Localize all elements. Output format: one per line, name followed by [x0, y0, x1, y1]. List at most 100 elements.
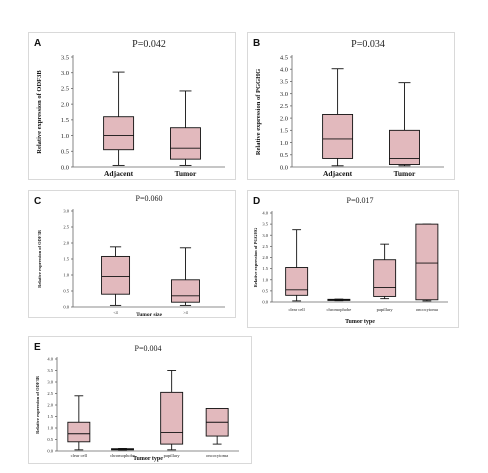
panel-e-box-3 — [160, 370, 184, 451]
chart-a: P=0.042 0.0 0.5 1.0 1.5 2.0 2.5 3.0 3.5 Relative … — [36, 39, 225, 178]
panel-d-box-4 — [415, 223, 439, 302]
panel-e-title: P=0.004 — [135, 344, 162, 353]
panel-c-ytick-label: 2.5 — [63, 225, 69, 230]
panel-d-ytick-label: 2.0 — [262, 255, 268, 260]
panel-d-ytick-label: 2.5 — [262, 244, 268, 249]
panel-c-ytick-label: 1.5 — [63, 257, 69, 262]
panel-b-ytick-label: 4.5 — [280, 54, 288, 61]
panel-d-ytick-label: 0.5 — [262, 288, 268, 293]
panel-e-ylabel: Relative expression of ODF3B — [35, 376, 40, 434]
panel-d-xlabel: Tumor type — [345, 319, 375, 325]
iqr-box — [322, 113, 354, 159]
panel-c-ytick-label: 1.0 — [63, 273, 69, 278]
panel-b-ytick-label: 2.0 — [280, 115, 288, 122]
panel-e-ytick-label: 1.5 — [47, 414, 53, 419]
panel-b-ytick-label: 0.0 — [280, 164, 288, 171]
panel-a: A P=0.042 0.0 0.5 1.0 1.5 2.0 2.5 3.0 3.5 Relativ… — [28, 32, 236, 180]
panel-a-category-label: Tumor — [175, 169, 197, 178]
panel-c-label: C — [34, 196, 42, 207]
panel-b-box-2 — [389, 82, 420, 167]
panel-c-ylabel: Relative expression of ODF3B — [37, 230, 42, 288]
panel-d-ytick-label: 3.5 — [262, 222, 268, 227]
panel-e-ytick-label: 3.0 — [47, 380, 53, 385]
panel-e-box-2 — [111, 448, 134, 451]
panel-a-ytick-label: 2.0 — [61, 101, 69, 108]
panel-d-box-2 — [327, 298, 351, 302]
panel-d-label: D — [253, 196, 261, 207]
panel-a-ylabel: Relative expression of ODF3B — [36, 70, 43, 154]
panel-e-category-label: oncocytoma — [206, 453, 228, 458]
panel-d-ytick-label: 4.0 — [262, 211, 268, 216]
iqr-box — [103, 116, 135, 151]
panel-d-ytick-label: 1.0 — [262, 277, 268, 282]
panel-c-ytick-label: 0.0 — [63, 305, 69, 310]
panel-b-label: B — [253, 38, 261, 49]
iqr-box — [170, 127, 201, 160]
panel-e-label: E — [34, 342, 41, 353]
iqr-box — [285, 267, 309, 296]
panel-a-box-1 — [103, 71, 135, 166]
panel-d-box-1 — [285, 229, 309, 302]
panel-b-box-1 — [322, 68, 354, 167]
panel-c-ytick-label: 2.0 — [63, 241, 69, 246]
panel-b-ytick-label: 3.5 — [280, 79, 288, 86]
iqr-box — [67, 421, 91, 443]
panel-e-category-label: papillary — [164, 453, 181, 458]
panel-a-ytick-label: 0.5 — [61, 149, 69, 156]
panel-b-ytick-label: 3.0 — [280, 91, 288, 98]
iqr-box — [171, 279, 200, 303]
panel-e-ytick-label: 0.5 — [47, 437, 53, 442]
panel-b-category-label: Tumor — [394, 169, 416, 178]
panel-e-box-4 — [205, 407, 229, 445]
panel-d-category-label: papillary — [377, 307, 394, 312]
panel-d: D P=0.017 0.0 0.5 1.0 1.5 2.0 2.5 3.0 3.5 4.0 Rela… — [247, 190, 459, 328]
panel-e-ytick-label: 4.0 — [47, 357, 53, 362]
panel-e-ytick-label: 1.0 — [47, 426, 53, 431]
panel-b-category-label: Adjacent — [323, 169, 353, 178]
panel-b-ytick-label: 0.5 — [280, 152, 288, 159]
chart-b: P=0.034 0.0 0.5 1.0 1.5 2.0 2.5 3.0 3.5 4.0 4.5 Rel… — [255, 39, 444, 178]
iqr-box — [101, 255, 131, 295]
panel-c-xlabel: Tumor size — [136, 312, 162, 318]
panel-d-title: P=0.017 — [347, 196, 374, 205]
iqr-box — [373, 259, 397, 297]
panel-c-ytick-label: 0.5 — [63, 289, 69, 294]
panel-a-ytick-label: 1.0 — [61, 133, 69, 140]
panel-b-ytick-label: 4.0 — [280, 66, 288, 73]
panel-a-ytick-label: 2.5 — [61, 86, 69, 93]
panel-d-ytick-label: 0.0 — [262, 300, 268, 305]
panel-d-category-label: oncocytoma — [416, 307, 438, 312]
iqr-box — [415, 223, 439, 301]
panel-e-ytick-label: 0.0 — [47, 449, 53, 454]
chart-d: P=0.017 0.0 0.5 1.0 1.5 2.0 2.5 3.0 3.5 4.0 Relati… — [253, 196, 448, 325]
panel-a-category-label: Adjacent — [104, 169, 134, 178]
iqr-box — [160, 391, 184, 445]
panel-e: E P=0.004 0.0 0.5 1.0 1.5 2.0 2.5 3.0 3.5 4.0 Rela… — [28, 336, 252, 464]
panel-d-ytick-label: 1.5 — [262, 266, 268, 271]
panel-a-ytick-label: 1.5 — [61, 117, 69, 124]
panel-b-ytick-label: 1.5 — [280, 128, 288, 135]
panel-c-category-label: <4 — [113, 310, 117, 315]
panel-a-title: P=0.042 — [132, 39, 166, 50]
iqr-box — [389, 129, 420, 166]
panel-e-category-label: chromophobe — [110, 453, 135, 458]
panel-e-ytick-label: 2.0 — [47, 403, 53, 408]
panel-a-ytick-label: 3.0 — [61, 70, 69, 77]
chart-e: P=0.004 0.0 0.5 1.0 1.5 2.0 2.5 3.0 3.5 4.0 Relati… — [35, 344, 239, 462]
panel-b-title: P=0.034 — [351, 39, 385, 50]
panel-e-box-1 — [67, 395, 91, 451]
panel-d-ylabel: Relative expression of PGGHG — [253, 227, 258, 287]
panel-b-ytick-label: 2.5 — [280, 103, 288, 110]
panel-d-category-label: clear cell — [288, 307, 305, 312]
panel-d-category-label: chromophobe — [327, 307, 352, 312]
chart-c: P=0.060 0.0 0.5 1.0 1.5 2.0 2.5 3.0 Relative exp… — [37, 194, 225, 318]
panel-a-ytick-label: 3.5 — [61, 54, 69, 61]
panel-a-label: A — [34, 38, 42, 49]
panel-c-title: P=0.060 — [136, 194, 163, 203]
panel-e-category-label: clear cell — [71, 453, 88, 458]
panel-e-xlabel: Tumor type — [133, 456, 163, 462]
panel-c: C P=0.060 0.0 0.5 1.0 1.5 2.0 2.5 3.0 Relative e… — [28, 190, 236, 318]
panel-d-box-3 — [373, 243, 397, 300]
panel-b-ytick-label: 1.0 — [280, 140, 288, 147]
panel-c-box-2 — [171, 247, 200, 306]
